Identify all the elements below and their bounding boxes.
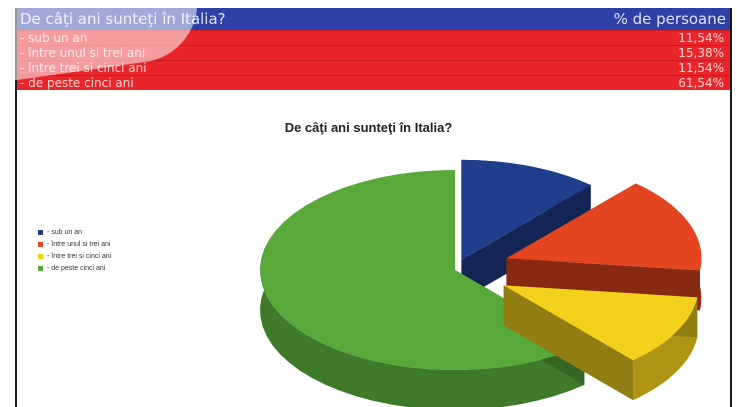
- pie-slice-top: [260, 170, 585, 370]
- legend-label: - între unul si trei ani: [47, 240, 111, 248]
- pie-slice: [503, 285, 698, 401]
- pie-slice-wall: [461, 185, 591, 300]
- legend-label: - între trei si cinci ani: [47, 252, 112, 260]
- pie-slice-wall: [503, 285, 634, 401]
- row-value: 15,38%: [678, 46, 724, 60]
- pie-slice-side: [260, 170, 585, 407]
- header-percent: % de persoane: [613, 10, 726, 28]
- pie-slice-top: [461, 159, 591, 260]
- legend-item: - sub un an: [38, 226, 111, 238]
- legend-swatch: [38, 229, 43, 235]
- legend-item: - de peste cinci ani: [38, 262, 111, 274]
- chart-legend: - sub un an - între unul si trei ani - î…: [38, 226, 111, 274]
- row-value: 11,54%: [678, 61, 724, 75]
- legend-swatch: [38, 265, 43, 271]
- legend-label: - de peste cinci ani: [47, 264, 106, 272]
- legend-swatch: [38, 241, 43, 247]
- legend-swatch: [38, 253, 43, 259]
- legend-item: - între unul si trei ani: [38, 238, 111, 250]
- pie-slice-top: [503, 285, 698, 361]
- legend-item: - între trei si cinci ani: [38, 250, 111, 262]
- chart-title: De câţi ani sunteţi în Italia?: [284, 120, 453, 135]
- row-value: 11,54%: [678, 31, 724, 45]
- legend-label: - sub un an: [47, 228, 83, 236]
- row-value: 61,54%: [678, 76, 724, 90]
- pie-slice: [461, 159, 591, 300]
- pie-slice-side: [633, 297, 698, 401]
- pie-slice-top: [506, 183, 702, 271]
